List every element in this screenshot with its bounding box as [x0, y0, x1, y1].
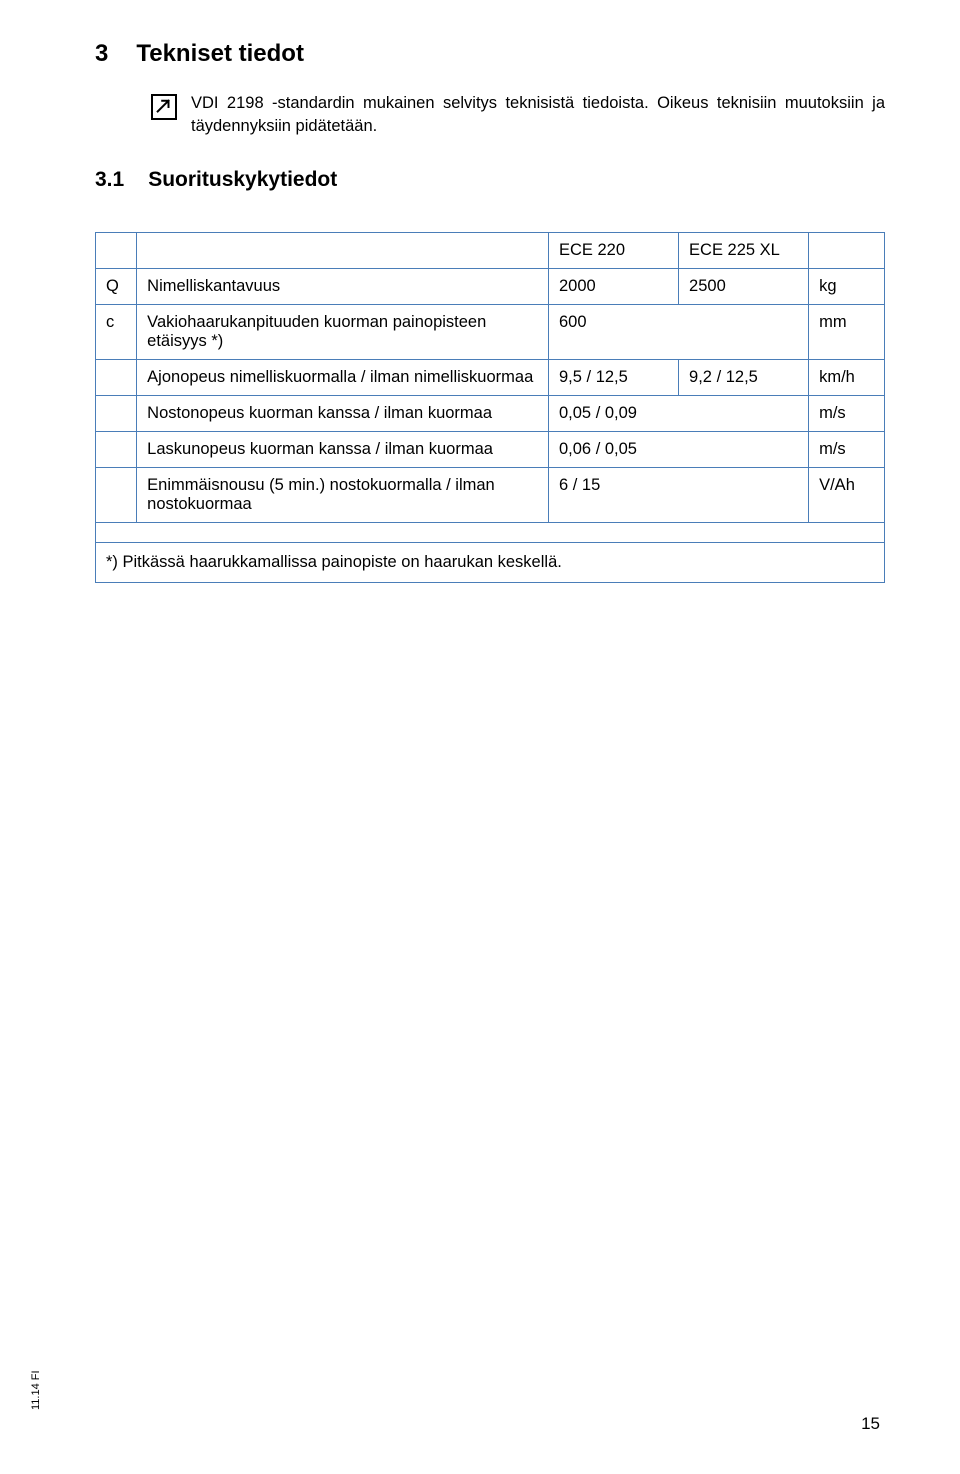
table-cell-key — [96, 468, 137, 523]
page-number: 15 — [861, 1414, 880, 1434]
table-cell-key: c — [96, 305, 137, 360]
table-row: Ajonopeus nimelliskuormalla / ilman nime… — [96, 360, 885, 396]
table-cell-key — [96, 432, 137, 468]
table-cell-value: 0,05 / 0,09 — [549, 396, 809, 432]
table-cell-label: Nimelliskantavuus — [137, 269, 549, 305]
table-row: Laskunopeus kuorman kanssa / ilman kuorm… — [96, 432, 885, 468]
table-cell-key: Q — [96, 269, 137, 305]
table-row — [96, 523, 885, 543]
section-number: 3 — [95, 40, 108, 68]
table-cell — [137, 233, 549, 269]
spec-table: ECE 220 ECE 225 XL Q Nimelliskantavuus 2… — [95, 232, 885, 583]
table-cell-spacer — [96, 523, 885, 543]
table-cell-label: Laskunopeus kuorman kanssa / ilman kuorm… — [137, 432, 549, 468]
table-cell-label: Nostonopeus kuorman kanssa / ilman kuorm… — [137, 396, 549, 432]
table-cell-unit: kg — [809, 269, 885, 305]
table-row: Nostonopeus kuorman kanssa / ilman kuorm… — [96, 396, 885, 432]
table-cell-value: 6 / 15 — [549, 468, 809, 523]
table-cell-value: 2500 — [679, 269, 809, 305]
section-header: 3 Tekniset tiedot — [95, 40, 885, 68]
section-title: Tekniset tiedot — [136, 40, 304, 68]
table-cell — [809, 233, 885, 269]
table-cell-key — [96, 360, 137, 396]
table-cell-value: 2000 — [549, 269, 679, 305]
subsection-title: Suorituskykytiedot — [148, 168, 337, 192]
note-block: VDI 2198 -standardin mukainen selvitys t… — [151, 92, 885, 138]
table-cell-unit: m/s — [809, 396, 885, 432]
subsection-header: 3.1 Suorituskykytiedot — [95, 168, 885, 192]
table-row: Q Nimelliskantavuus 2000 2500 kg — [96, 269, 885, 305]
table-cell-unit: m/s — [809, 432, 885, 468]
table-row: Enimmäisnousu (5 min.) nostokuormalla / … — [96, 468, 885, 523]
table-cell-label: Vakiohaarukanpituuden kuorman painopiste… — [137, 305, 549, 360]
table-cell-key — [96, 396, 137, 432]
table-footnote: *) Pitkässä haarukkamallissa painopiste … — [96, 543, 885, 583]
subsection-number: 3.1 — [95, 168, 124, 192]
table-cell-value: 9,5 / 12,5 — [549, 360, 679, 396]
table-cell-unit: mm — [809, 305, 885, 360]
table-cell-value: 600 — [549, 305, 809, 360]
table-cell-label: Ajonopeus nimelliskuormalla / ilman nime… — [137, 360, 549, 396]
table-row: c Vakiohaarukanpituuden kuorman painopis… — [96, 305, 885, 360]
table-cell-value: 0,06 / 0,05 — [549, 432, 809, 468]
table-cell-value: 9,2 / 12,5 — [679, 360, 809, 396]
side-text: 11.14 FI — [30, 1370, 42, 1410]
table-cell-label: Enimmäisnousu (5 min.) nostokuormalla / … — [137, 468, 549, 523]
table-header-col1: ECE 220 — [549, 233, 679, 269]
note-text: VDI 2198 -standardin mukainen selvitys t… — [191, 92, 885, 138]
table-header-col2: ECE 225 XL — [679, 233, 809, 269]
table-cell-unit: V/Ah — [809, 468, 885, 523]
table-cell — [96, 233, 137, 269]
arrow-box-icon — [151, 94, 177, 120]
table-row: *) Pitkässä haarukkamallissa painopiste … — [96, 543, 885, 583]
table-row: ECE 220 ECE 225 XL — [96, 233, 885, 269]
table-cell-unit: km/h — [809, 360, 885, 396]
